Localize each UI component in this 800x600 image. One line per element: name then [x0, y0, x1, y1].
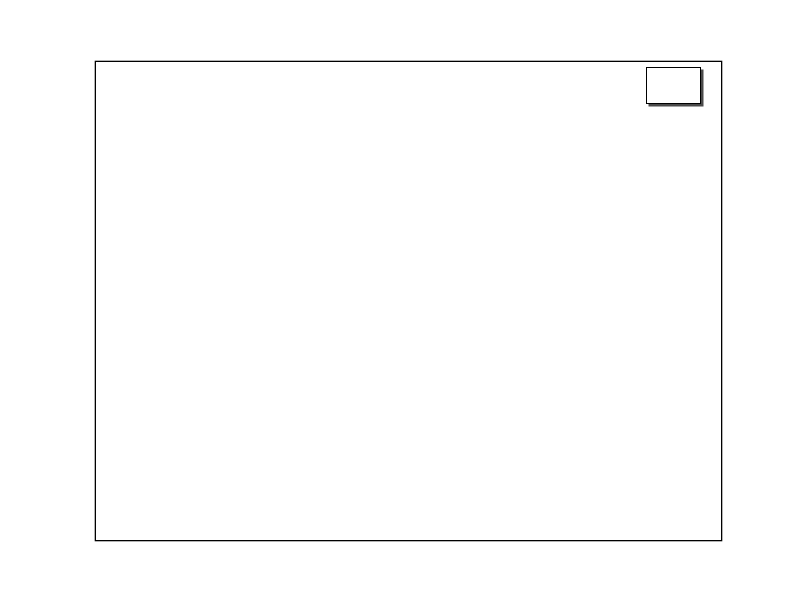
legend-swatch-tp-icon: [654, 73, 684, 82]
legend-entry-tp: [654, 73, 692, 82]
legend-swatch-fp-icon: [654, 88, 684, 97]
legend-entry-fp: [654, 88, 692, 97]
legend: [646, 67, 701, 104]
plot-area: [96, 62, 721, 540]
